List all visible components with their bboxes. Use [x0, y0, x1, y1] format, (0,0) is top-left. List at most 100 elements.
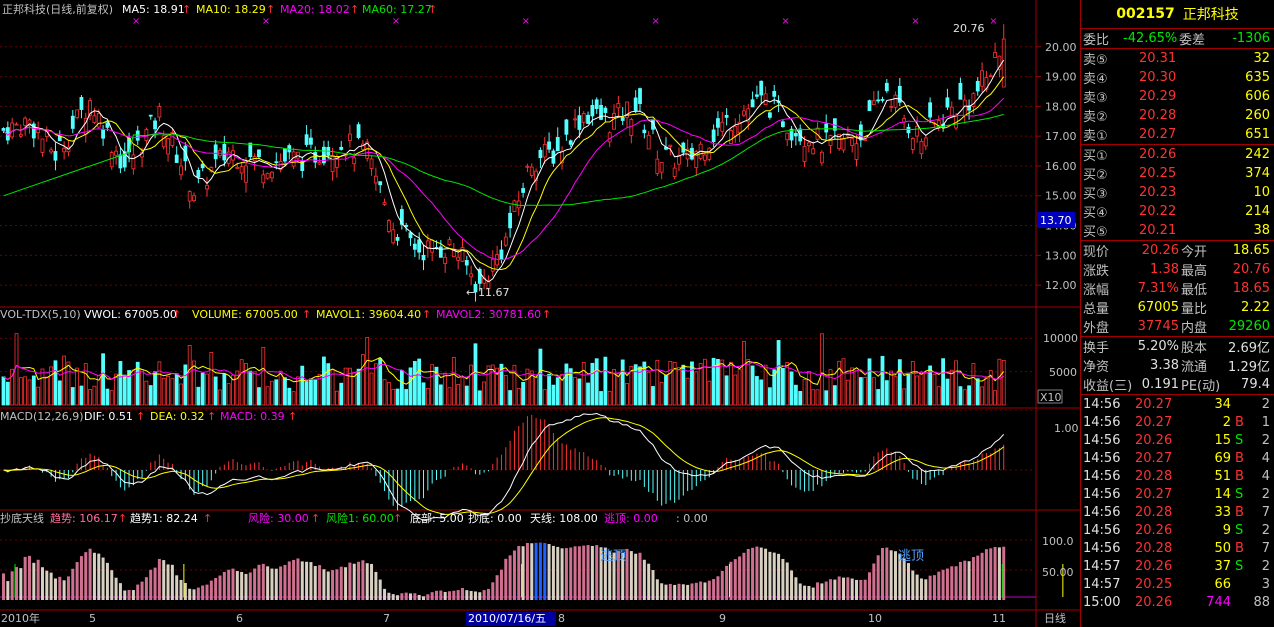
stat-row: 总量 67005 量比 2.22: [1081, 298, 1274, 317]
volume-bar: [70, 387, 75, 406]
volume-bar: [529, 370, 534, 406]
indicator-bar: [811, 587, 815, 600]
indicator-bar: [599, 547, 603, 600]
indicator-bar: [950, 566, 954, 600]
indicator-bar: [902, 558, 906, 600]
volume-bar: [841, 358, 846, 406]
candle-body: [10, 122, 15, 138]
volume-bar: [235, 370, 240, 406]
ask-volume: 32: [1253, 51, 1270, 66]
candle-body: [876, 99, 881, 102]
volume-bar: [166, 376, 170, 406]
bid-row: 买⑤ 20.21 38: [1081, 221, 1274, 240]
vol-unit-box: [1037, 389, 1063, 404]
indicator-bar: [850, 578, 854, 600]
indicator-bar: [876, 555, 880, 600]
price-axis-label: 12.00: [1045, 279, 1077, 292]
volume-bar: [40, 368, 45, 406]
indicator-bar: [201, 585, 205, 600]
date-label-2010: 2010年: [1, 611, 40, 625]
escape-label-2: 逃顶: [898, 549, 924, 564]
volume-bar: [845, 379, 850, 406]
bid-price: 20.26: [1139, 147, 1177, 162]
indicator-bar: [703, 582, 707, 600]
indicator-bar: [309, 562, 313, 600]
tick-time: 14:56: [1083, 486, 1121, 502]
indicator-bar: [551, 545, 555, 600]
indicator-bar: [292, 559, 296, 600]
indicator-bar: [283, 564, 287, 600]
indicator-bar: [378, 579, 382, 600]
volume-bar: [508, 390, 513, 406]
volume-bar: [192, 360, 196, 406]
volume-bar: [352, 371, 357, 406]
indicator-bar: [36, 559, 40, 600]
high-annotation: 20.76: [953, 22, 985, 35]
volume-bar: [425, 388, 430, 406]
volume-bar: [590, 362, 595, 406]
volume-bar: [884, 380, 889, 406]
quote-panel: 002157 正邦科技 委比 -42.65% 委差 -1306 卖⑤ 20.31 3…: [1080, 0, 1274, 627]
indicator-bar: [335, 569, 339, 600]
period-label[interactable]: 日线: [1044, 611, 1066, 625]
bid-price: 20.21: [1139, 223, 1177, 238]
volume-bar: [681, 364, 686, 406]
stat-label-2: 最高: [1181, 264, 1208, 279]
candle-body: [668, 144, 673, 147]
volume-bar: [365, 336, 370, 406]
svg-text:↑: ↑: [350, 3, 359, 16]
indicator-bar: [638, 552, 642, 600]
volume-bar: [144, 380, 149, 406]
indicator-bar: [313, 566, 317, 600]
chart-area[interactable]: × × × × × × × × 正邦科技(日线,前复权) MA5: 18.91 MA10: 1…: [0, 0, 1080, 627]
candle-body: [871, 100, 876, 106]
svg-text:↑: ↑: [136, 410, 145, 423]
volume-bar: [564, 363, 569, 406]
indicator-bar: [58, 576, 62, 600]
candle-body: [395, 237, 400, 241]
indicator-bar: [10, 571, 14, 600]
candle-body: [555, 137, 560, 152]
signal-marker: ×: [132, 16, 140, 27]
indicator-bar: [608, 551, 612, 600]
volume-bar: [174, 373, 179, 406]
indicator-bar: [430, 592, 434, 600]
volume-bar: [742, 340, 746, 406]
volume-bar: [460, 377, 465, 406]
candle-body: [304, 134, 309, 145]
indicator-bar: [517, 546, 521, 600]
indicator-bar: [370, 563, 374, 600]
stat-value-2: 2.22: [1241, 300, 1270, 315]
ask-label: 卖④: [1083, 72, 1108, 87]
volume-bar: [265, 386, 270, 406]
candle-body: [109, 152, 114, 168]
indicator-bar: [616, 551, 620, 600]
candle-body: [703, 154, 707, 161]
candle-body: [386, 220, 391, 232]
candle-body: [880, 99, 885, 101]
candle-body: [382, 202, 387, 205]
mavol1-line: [3, 356, 1005, 385]
tick-qty: 14: [1214, 486, 1231, 502]
mavol2-line: [3, 362, 1004, 381]
candle-body: [456, 256, 461, 261]
indicator-bar: [62, 580, 66, 600]
indicator-bar: [573, 546, 577, 600]
indicator-bar: [958, 561, 962, 600]
volume-bar: [75, 367, 80, 406]
indicator-bar: [820, 583, 824, 600]
indicator-bar: [785, 562, 789, 600]
indicator-bar: [248, 572, 252, 600]
tick-list[interactable]: 14:56 20.27 34 2 14:56 20.27 2 B 1 14:56 20.26 15 S 2…: [1081, 395, 1274, 611]
indicator-bar: [798, 583, 802, 600]
candle-body: [477, 268, 482, 284]
candle-body: [23, 117, 28, 126]
volume-bar: [724, 375, 729, 406]
candle-body: [716, 118, 720, 128]
indicator-bar: [2, 573, 5, 600]
candle-body: [309, 137, 313, 145]
volume-bar: [668, 360, 673, 406]
indicator-bar: [768, 551, 772, 600]
volume-bar: [863, 376, 868, 406]
volume-bar: [811, 389, 816, 406]
